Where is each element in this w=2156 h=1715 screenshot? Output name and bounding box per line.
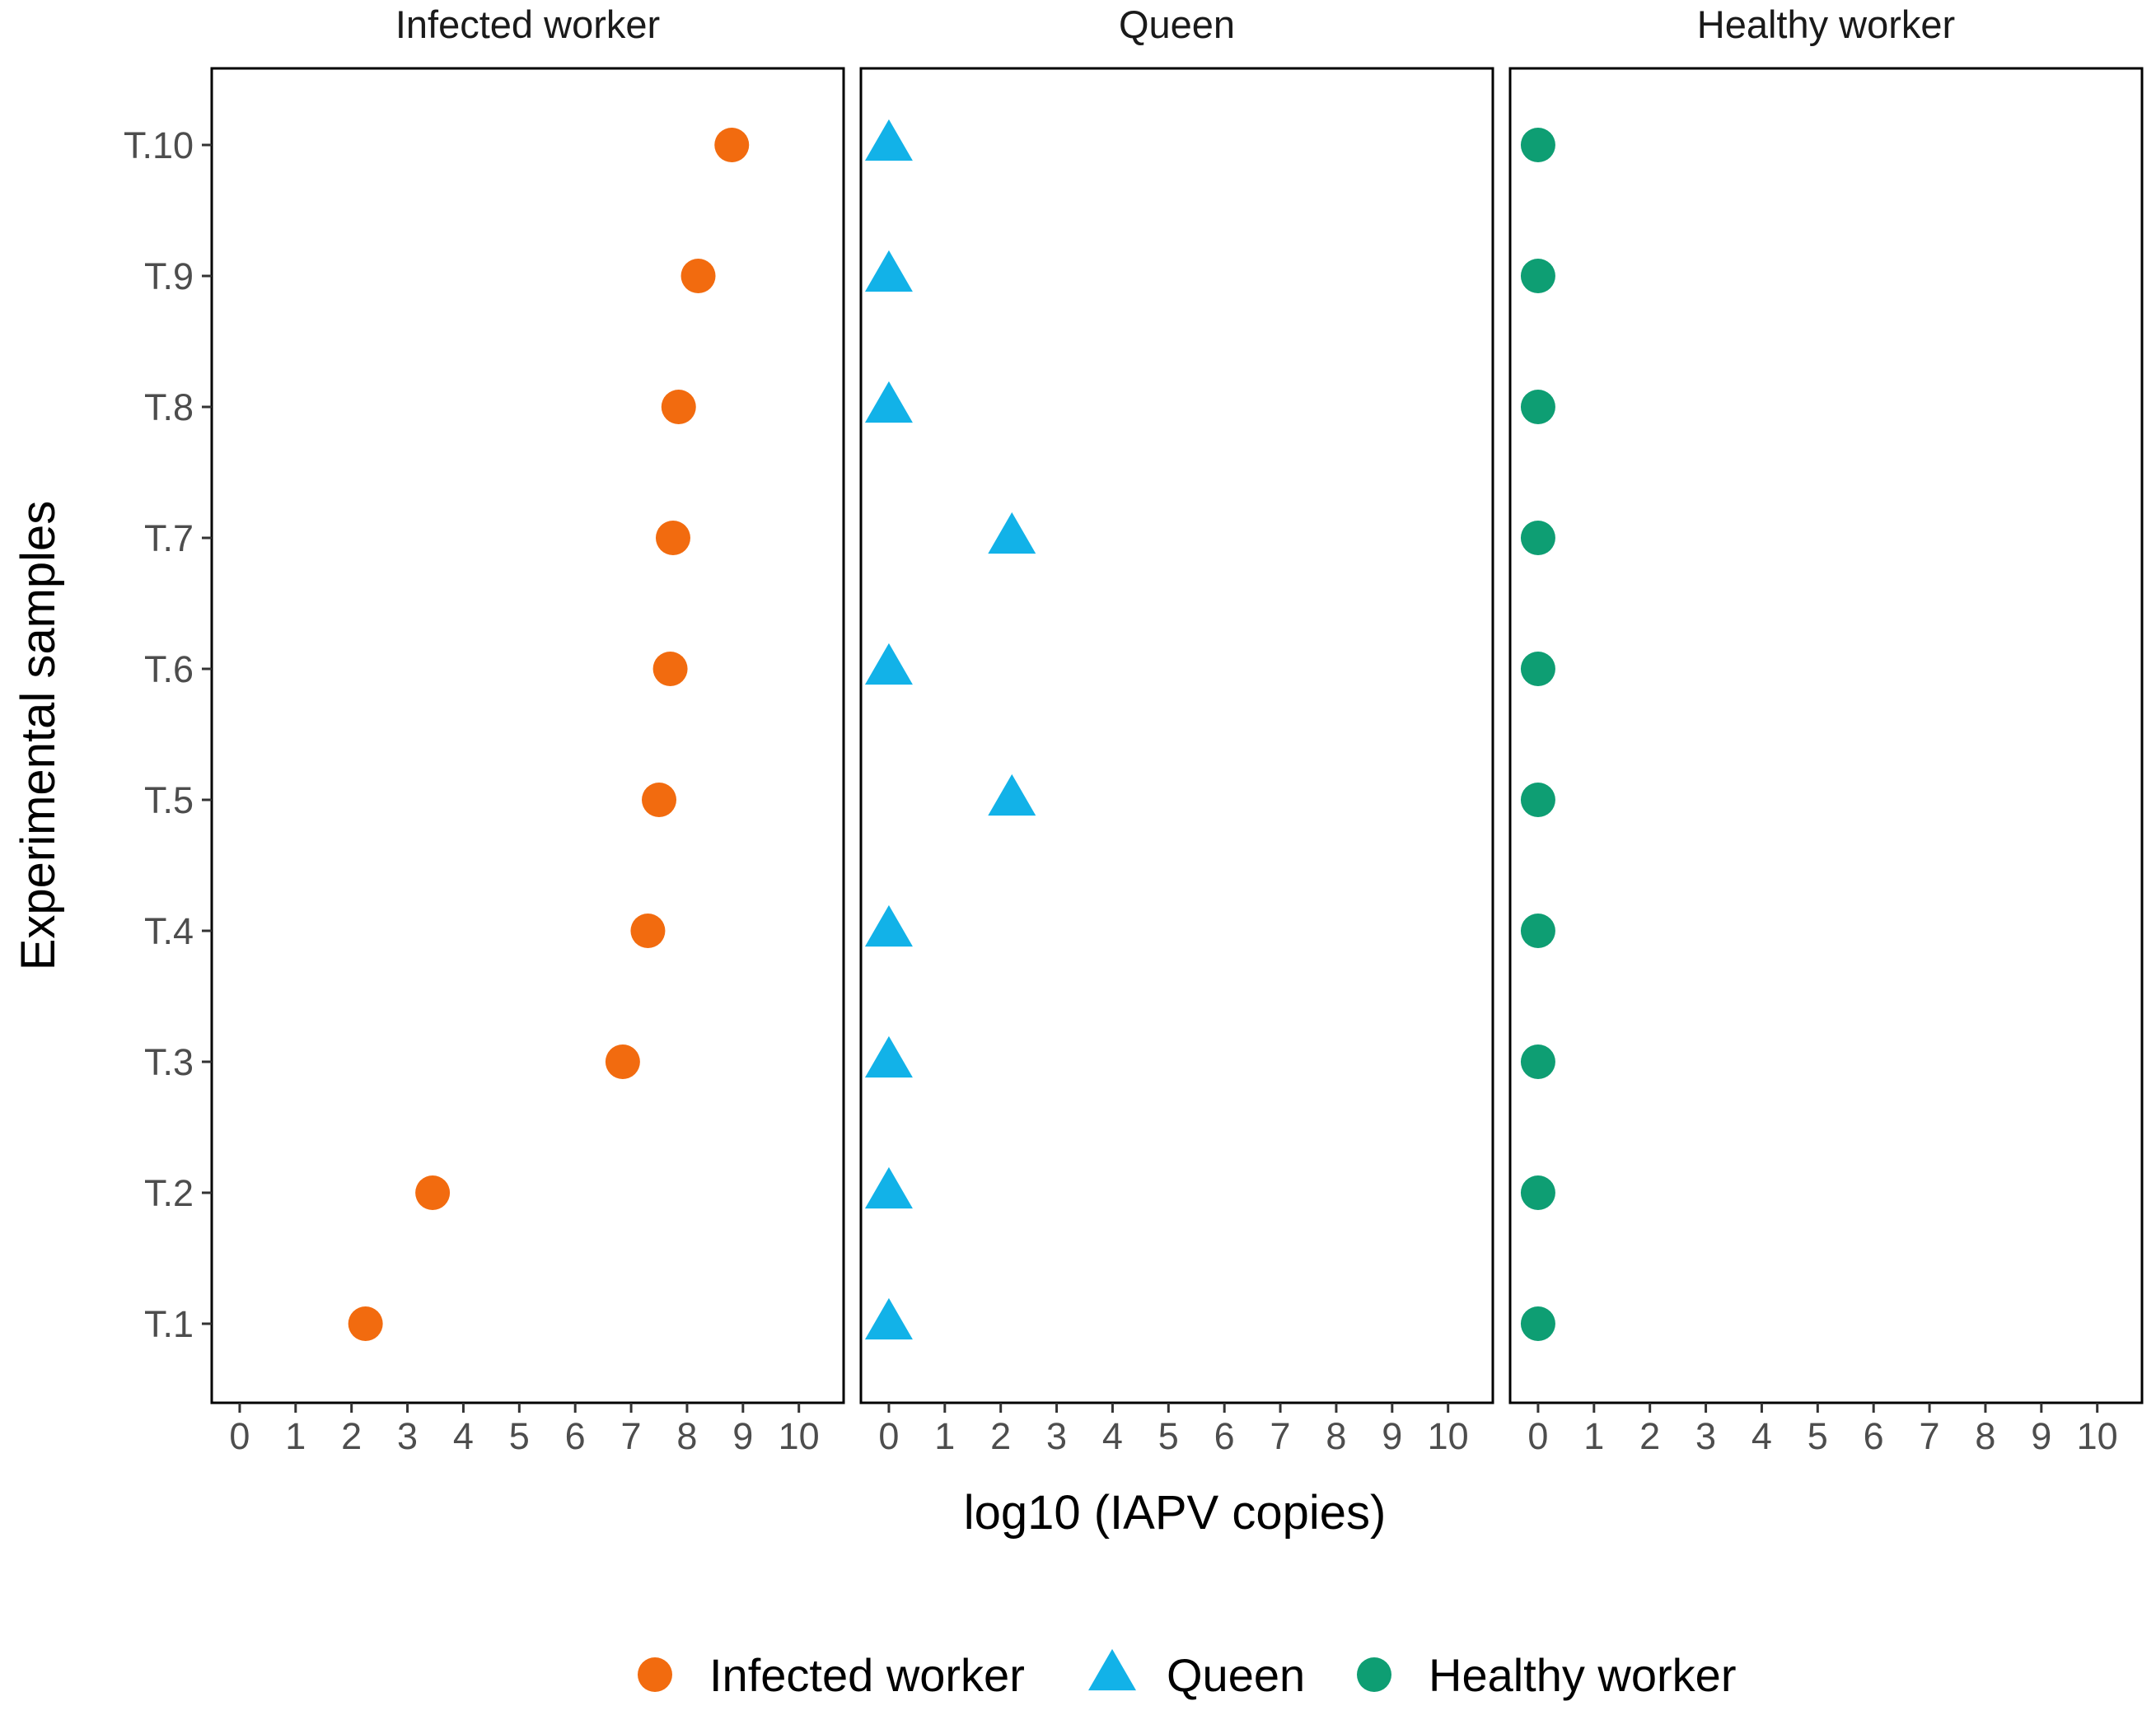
panel-healthy-worker: Healthy worker 0 1 2 3 4 5 6 7 8 9 10	[1508, 2, 2144, 1457]
data-point-infected-worker	[680, 259, 716, 293]
y-tick-label: T.6	[144, 648, 194, 690]
x-tick-label: 10	[779, 1415, 820, 1457]
x-tick-label: 2	[990, 1415, 1011, 1457]
panel-frame	[1508, 67, 2144, 1404]
data-point-healthy-worker	[1520, 128, 1555, 162]
data-point-healthy-worker	[1520, 914, 1555, 948]
y-tick-label: T.7	[144, 517, 194, 559]
data-point-queen	[864, 119, 913, 161]
x-tick-label: 9	[1382, 1415, 1402, 1457]
strip-label: Healthy worker	[1697, 2, 1955, 46]
x-tick-label: 5	[1808, 1415, 1828, 1457]
data-point-infected-worker	[652, 652, 688, 686]
x-tick-label: 0	[229, 1415, 250, 1457]
panel-frame	[210, 67, 845, 1404]
x-tick-label: 2	[341, 1415, 362, 1457]
data-point-healthy-worker	[1520, 259, 1555, 293]
y-tick-label: T.10	[124, 124, 194, 166]
data-point-queen	[864, 381, 913, 423]
data-point-queen	[864, 904, 913, 947]
data-point-queen	[988, 512, 1036, 554]
legend-key-healthy-worker	[1357, 1657, 1391, 1692]
x-tick-label: 7	[1920, 1415, 1940, 1457]
y-tick-label: T.2	[144, 1172, 194, 1214]
x-tick-label: 8	[1975, 1415, 1995, 1457]
x-tick-label: 10	[2077, 1415, 2118, 1457]
x-tick-label: 5	[1158, 1415, 1179, 1457]
x-tick-label: 5	[509, 1415, 530, 1457]
x-tick-label: 7	[621, 1415, 642, 1457]
x-tick-label: 4	[453, 1415, 474, 1457]
legend: Infected worker Queen Healthy worker	[638, 1648, 1736, 1701]
x-tick-label: 9	[2031, 1415, 2051, 1457]
legend-label: Infected worker	[709, 1649, 1025, 1701]
x-tick-label: 3	[1695, 1415, 1716, 1457]
x-tick-label: 3	[1046, 1415, 1067, 1457]
x-tick-label: 6	[1864, 1415, 1884, 1457]
x-tick-label: 4	[1102, 1415, 1123, 1457]
data-point-healthy-worker	[1520, 652, 1555, 686]
legend-label: Healthy worker	[1429, 1649, 1736, 1701]
data-point-healthy-worker	[1520, 521, 1555, 555]
y-tick-label: T.1	[144, 1303, 194, 1345]
x-tick-label: 8	[676, 1415, 697, 1457]
data-point-queen	[864, 1035, 913, 1078]
data-point-infected-worker	[642, 783, 677, 817]
y-tick-label: T.5	[144, 779, 194, 821]
legend-item-queen: Queen	[1088, 1648, 1305, 1701]
strip-label: Queen	[1119, 2, 1235, 46]
data-point-infected-worker	[415, 1175, 451, 1210]
data-point-queen	[864, 643, 913, 685]
data-point-queen	[864, 1166, 913, 1209]
data-point-infected-worker	[714, 128, 750, 162]
x-tick-label: 1	[285, 1415, 306, 1457]
data-point-queen	[864, 1297, 913, 1340]
panel-queen: Queen 0 1 2 3 4 5 6 7 8 9 10	[859, 2, 1494, 1457]
legend-key-queen	[1088, 1648, 1136, 1691]
y-tick-label: T.9	[144, 255, 194, 297]
x-tick-label: 9	[732, 1415, 753, 1457]
data-point-queen	[864, 250, 913, 292]
x-tick-label: 4	[1751, 1415, 1772, 1457]
strip-label: Infected worker	[395, 2, 660, 46]
x-tick-label: 2	[1639, 1415, 1660, 1457]
data-point-infected-worker	[348, 1306, 383, 1341]
panel-frame	[859, 67, 1494, 1404]
y-axis-title: Experimental samples	[12, 501, 65, 971]
x-axis-title: log10 (IAPV copies)	[964, 1486, 1387, 1540]
x-tick-label: 7	[1270, 1415, 1291, 1457]
x-tick-label: 8	[1326, 1415, 1346, 1457]
x-tick-label: 0	[878, 1415, 899, 1457]
x-tick-label: 1	[934, 1415, 955, 1457]
legend-key-infected-worker	[638, 1657, 672, 1692]
data-point-healthy-worker	[1520, 1175, 1555, 1210]
y-tick-label: T.4	[144, 910, 194, 952]
panel-infected-worker: Infected worker 0 1 2 3 4 5 6 7 8 9 10	[210, 2, 845, 1457]
data-point-infected-worker	[655, 521, 690, 555]
y-tick-label: T.3	[144, 1041, 194, 1083]
x-tick-label: 1	[1583, 1415, 1604, 1457]
legend-item-healthy-worker: Healthy worker	[1357, 1649, 1736, 1701]
legend-item-infected-worker: Infected worker	[638, 1649, 1025, 1701]
legend-label: Queen	[1167, 1649, 1305, 1701]
data-point-healthy-worker	[1520, 1306, 1555, 1341]
data-point-infected-worker	[661, 390, 696, 424]
data-point-healthy-worker	[1520, 783, 1555, 817]
data-point-healthy-worker	[1520, 1044, 1555, 1079]
x-tick-label: 10	[1428, 1415, 1469, 1457]
x-tick-label: 6	[1214, 1415, 1235, 1457]
data-point-infected-worker	[630, 914, 666, 948]
data-point-queen	[988, 773, 1036, 816]
x-tick-label: 3	[397, 1415, 418, 1457]
x-tick-label: 6	[565, 1415, 586, 1457]
y-axis: T.1 T.2 T.3 T.4 T.5 T.6 T.7 T.8 T.9 T.10	[124, 124, 212, 1345]
data-point-healthy-worker	[1520, 390, 1555, 424]
x-tick-label: 0	[1527, 1415, 1548, 1457]
y-tick-label: T.8	[144, 386, 194, 428]
data-point-infected-worker	[605, 1044, 640, 1079]
